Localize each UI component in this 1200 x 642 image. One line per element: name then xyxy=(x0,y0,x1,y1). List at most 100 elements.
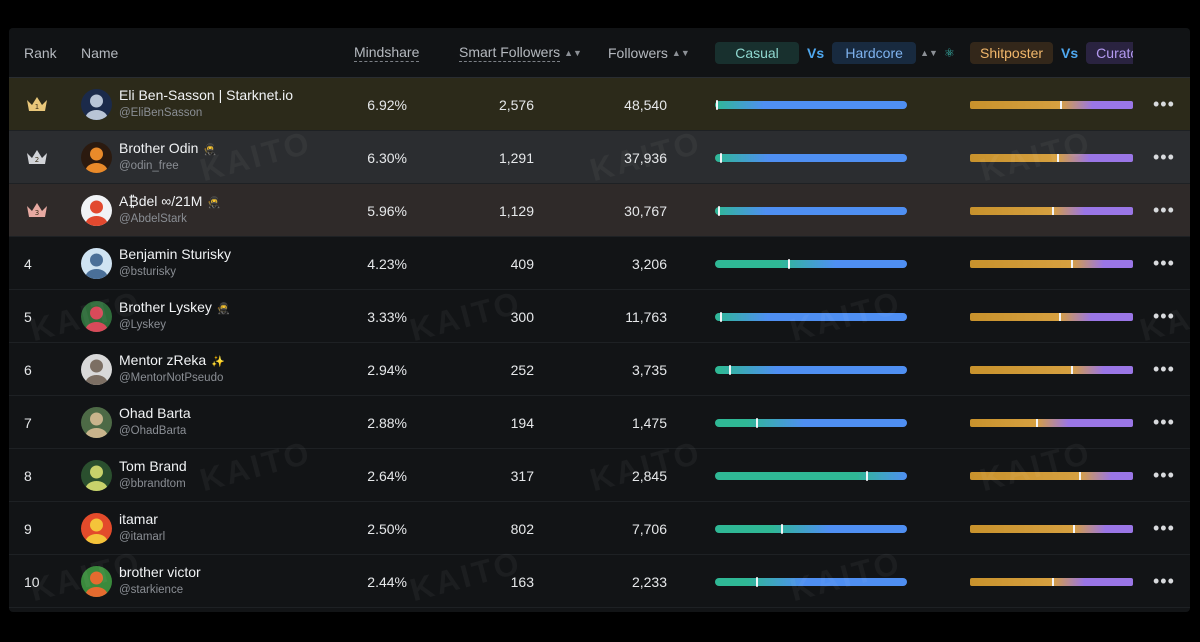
user-name[interactable]: Mentor zReka ✨ xyxy=(119,352,225,368)
casual-hardcore-header[interactable]: Casual Vs Hardcore ▲▼ ⚛ xyxy=(715,28,955,78)
more-options-icon[interactable]: ••• xyxy=(1153,518,1175,538)
table-row[interactable]: 8 Tom Brand @bbrandtom 2.64% 317 2,845 •… xyxy=(9,449,1190,502)
smart-followers-value: 317 xyxy=(510,467,534,484)
shitposter-curator-bar xyxy=(970,207,1133,215)
rank-number: 7 xyxy=(24,414,32,431)
mindshare-value: 2.50% xyxy=(367,520,407,537)
user-handle[interactable]: @odin_free xyxy=(119,160,179,172)
smart-followers-header[interactable]: Smart Followers ▲▼ xyxy=(459,28,582,78)
sort-icon[interactable]: ▲▼ xyxy=(920,48,938,58)
table-row[interactable]: 1 Eli Ben-Sasson | Starknet.io @EliBenSa… xyxy=(9,78,1190,131)
user-name[interactable]: Tom Brand xyxy=(119,458,192,474)
vs-label: Vs xyxy=(807,45,825,61)
followers-value: 3,735 xyxy=(631,361,667,378)
avatar[interactable] xyxy=(81,301,112,332)
user-handle[interactable]: @Lyskey xyxy=(119,319,167,331)
avatar[interactable] xyxy=(81,142,112,173)
user-name-text: brother victor xyxy=(119,564,201,580)
avatar[interactable] xyxy=(81,89,112,120)
user-handle[interactable]: @EliBenSasson xyxy=(119,107,203,119)
user-badge-icon: 🥷 xyxy=(203,144,218,156)
more-options-icon[interactable]: ••• xyxy=(1153,571,1175,591)
casual-hardcore-marker xyxy=(788,259,790,269)
more-options-icon[interactable]: ••• xyxy=(1153,359,1175,379)
user-handle[interactable]: @bsturisky xyxy=(119,266,177,278)
more-options-icon[interactable]: ••• xyxy=(1153,94,1175,114)
shitposter-curator-marker xyxy=(1060,101,1062,109)
table-row[interactable]: 2 Brother Odin 🥷 @odin_free 6.30% 1,291 3… xyxy=(9,131,1190,184)
sort-icon[interactable]: ▲▼ xyxy=(564,48,582,58)
hardcore-pill: Hardcore xyxy=(832,42,917,64)
followers-header-label: Followers xyxy=(608,45,668,61)
casual-pill: Casual xyxy=(715,42,799,64)
smart-followers-value: 409 xyxy=(510,255,534,272)
shitposter-curator-header[interactable]: Shitposter Vs Curato xyxy=(970,28,1133,78)
avatar[interactable] xyxy=(81,513,112,544)
followers-header[interactable]: Followers ▲▼ xyxy=(608,28,690,78)
table-header: Rank Name Mindshare Smart Followers ▲▼ F… xyxy=(9,28,1190,78)
casual-hardcore-marker xyxy=(866,471,868,481)
more-options-icon[interactable]: ••• xyxy=(1153,200,1175,220)
smart-followers-value: 2,576 xyxy=(498,96,534,113)
avatar[interactable] xyxy=(81,354,112,385)
user-name[interactable]: brother victor xyxy=(119,564,206,580)
shitposter-curator-marker xyxy=(1079,472,1081,480)
user-name-text: Tom Brand xyxy=(119,458,187,474)
table-row[interactable]: 4 Benjamin Sturisky @bsturisky 4.23% 409… xyxy=(9,237,1190,290)
user-name-text: Mentor zReka xyxy=(119,352,207,368)
user-name-text: Benjamin Sturisky xyxy=(119,246,232,262)
table-row[interactable]: 7 Ohad Barta @OhadBarta 2.88% 194 1,475 … xyxy=(9,396,1190,449)
user-name[interactable]: itamar xyxy=(119,511,163,527)
user-handle[interactable]: @AbdelStark xyxy=(119,213,187,225)
followers-value: 2,233 xyxy=(631,573,667,590)
vs-label: Vs xyxy=(1061,45,1079,61)
more-options-icon[interactable]: ••• xyxy=(1153,306,1175,326)
rank-number: 4 xyxy=(24,255,32,272)
more-options-icon[interactable]: ••• xyxy=(1153,412,1175,432)
more-options-icon[interactable]: ••• xyxy=(1153,253,1175,273)
table-row[interactable]: 5 Brother Lyskey 🥷 @Lyskey 3.33% 300 11,7… xyxy=(9,290,1190,343)
user-name[interactable]: Brother Odin 🥷 xyxy=(119,140,217,156)
casual-hardcore-marker xyxy=(781,524,783,534)
user-handle[interactable]: @bbrandtom xyxy=(119,478,186,490)
shitposter-curator-marker xyxy=(1036,419,1038,427)
table-row[interactable]: 6 Mentor zReka ✨ @MentorNotPseudo 2.94% 2… xyxy=(9,343,1190,396)
user-name-text: Eli Ben-Sasson | Starknet.io xyxy=(119,87,294,103)
casual-hardcore-bar xyxy=(715,312,907,322)
more-options-icon[interactable]: ••• xyxy=(1153,465,1175,485)
user-handle[interactable]: @MentorNotPseudo xyxy=(119,372,224,384)
avatar[interactable] xyxy=(81,407,112,438)
mindshare-header[interactable]: Mindshare xyxy=(354,28,420,78)
casual-hardcore-marker xyxy=(756,577,758,587)
smart-followers-value: 163 xyxy=(510,573,534,590)
avatar[interactable] xyxy=(81,195,112,226)
avatar[interactable] xyxy=(81,460,112,491)
table-row[interactable]: 9 itamar @itamarl 2.50% 802 7,706 ••• xyxy=(9,502,1190,555)
atom-icon[interactable]: ⚛ xyxy=(943,46,955,60)
user-name[interactable]: Eli Ben-Sasson | Starknet.io xyxy=(119,87,298,103)
user-handle[interactable]: @OhadBarta xyxy=(119,425,187,437)
casual-hardcore-marker xyxy=(720,312,722,322)
smart-followers-value: 252 xyxy=(510,361,534,378)
followers-value: 3,206 xyxy=(631,255,667,272)
user-handle[interactable]: @starkience xyxy=(119,584,184,596)
casual-hardcore-bar xyxy=(715,524,907,534)
user-name-text: A₿del ∞/21M xyxy=(119,193,203,209)
user-handle[interactable]: @itamarl xyxy=(119,531,166,543)
more-options-icon[interactable]: ••• xyxy=(1153,147,1175,167)
table-row[interactable]: 10 brother victor @starkience 2.44% 163 … xyxy=(9,555,1190,608)
user-name[interactable]: Ohad Barta xyxy=(119,405,196,421)
sort-icon[interactable]: ▲▼ xyxy=(671,48,690,58)
avatar[interactable] xyxy=(81,248,112,279)
mindshare-value: 2.44% xyxy=(367,573,407,590)
avatar[interactable] xyxy=(81,566,112,597)
user-name[interactable]: Brother Lyskey 🥷 xyxy=(119,299,231,315)
curator-pill: Curato xyxy=(1086,42,1133,64)
user-name[interactable]: Benjamin Sturisky xyxy=(119,246,236,262)
followers-value: 11,763 xyxy=(625,308,667,325)
table-row[interactable]: 3 A₿del ∞/21M 🥷 @AbdelStark 5.96% 1,129 3… xyxy=(9,184,1190,237)
shitposter-curator-marker xyxy=(1057,154,1059,162)
user-name[interactable]: A₿del ∞/21M 🥷 xyxy=(119,193,221,209)
shitposter-curator-bar xyxy=(970,154,1133,162)
shitposter-curator-bar xyxy=(970,578,1133,586)
